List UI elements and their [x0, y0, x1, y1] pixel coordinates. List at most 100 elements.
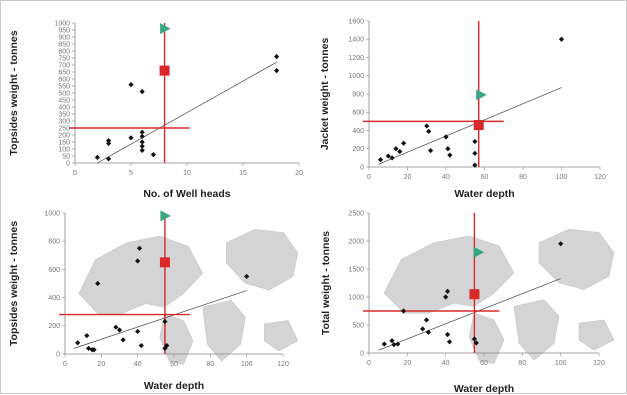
data-point-diamond: [135, 328, 141, 335]
y-tick-label: 1200: [348, 55, 364, 62]
x-tick-label: 40: [442, 360, 450, 367]
y-tick-label: 550: [58, 83, 70, 90]
data-point-diamond: [128, 135, 134, 141]
chart-total-vs-depth: 0 500 1000 1500 2000 2500 0 20 40 60 80 100 120 Water…: [316, 201, 627, 395]
y-tick-label: 200: [352, 146, 364, 153]
x-tick-label: 0: [73, 170, 77, 177]
y-tick-label: 450: [58, 97, 70, 104]
y-tick-label: 600: [352, 110, 364, 117]
y-tick-label: 1500: [348, 266, 364, 273]
data-point-diamond: [443, 134, 449, 140]
y-tick-label: 1000: [348, 294, 364, 301]
data-point-square: [469, 289, 480, 300]
data-point-square: [159, 65, 170, 76]
map-landmass: [226, 228, 299, 291]
chart-1-svg: 0 200 400 600 800 1000 1200 1400 1600 0 20 40 60 80 10…: [319, 18, 606, 200]
data-point-triangle: [476, 89, 487, 101]
y-axis-label: Topsides weight - tonnes: [8, 221, 20, 346]
x-tick-label: 40: [134, 361, 142, 368]
data-point-diamond: [472, 138, 478, 145]
y-tick-label: 0: [56, 351, 60, 358]
chart-topsides-vs-depth: 0 200 400 600 800 1000 0 20 40 60 80 100 120 Water de…: [1, 201, 311, 395]
data-point-diamond: [423, 317, 430, 323]
chart-topsides-vs-wellheads: 0 50 100 150 200 250 300 350 400 450 500 550 600 650 7…: [1, 1, 311, 201]
data-point-diamond: [444, 331, 451, 338]
data-point-diamond: [445, 146, 451, 152]
x-tick-label: 120: [593, 360, 605, 367]
x-axis-label: Water depth: [454, 188, 514, 200]
y-tick-label: 0: [360, 164, 364, 171]
x-tick-label: 100: [555, 360, 567, 367]
data-point-diamond: [106, 140, 112, 146]
x-tick-label: 10: [183, 170, 191, 177]
x-tick-label: 0: [367, 174, 371, 181]
data-point-diamond: [274, 54, 280, 60]
data-point-diamond: [443, 294, 449, 300]
data-point-diamond: [75, 340, 81, 346]
data-point-diamond: [558, 36, 565, 42]
data-point-triangle: [160, 23, 171, 35]
data-point-diamond: [472, 150, 478, 156]
y-tick-label: 800: [352, 91, 364, 98]
data-point-diamond: [472, 162, 478, 168]
y-tick-label: 400: [352, 128, 364, 135]
data-point-diamond: [139, 139, 145, 145]
map-landmass: [468, 312, 505, 364]
data-point-diamond: [84, 333, 90, 339]
x-tick-label: 80: [519, 174, 527, 181]
data-point-diamond: [106, 156, 112, 162]
map-landmass: [513, 299, 560, 361]
x-tick-label: 0: [367, 360, 371, 367]
data-point-diamond: [389, 338, 395, 344]
data-point-diamond: [425, 329, 432, 335]
chart-jacket-vs-depth: 0 200 400 600 800 1000 1200 1400 1600 0 20 40 60 80 10…: [316, 1, 627, 201]
data-point-diamond: [393, 146, 399, 152]
x-tick-label: 20: [295, 170, 303, 177]
data-point-diamond: [94, 154, 100, 160]
y-tick-label: 300: [58, 118, 70, 125]
trend-line: [378, 87, 562, 165]
y-tick-label: 100: [58, 146, 70, 153]
chart-2-svg: 0 200 400 600 800 1000 0 20 40 60 80 100 120 Water de…: [8, 210, 299, 392]
y-tick-label: 1600: [348, 18, 364, 25]
data-point-diamond: [377, 157, 384, 163]
data-point-diamond: [397, 148, 403, 155]
data-point-diamond: [395, 341, 401, 347]
data-point-diamond: [128, 82, 134, 88]
y-tick-label: 400: [48, 295, 60, 302]
map-landmass: [159, 313, 194, 365]
y-tick-label: 600: [48, 267, 60, 274]
y-tick-label: 2500: [348, 210, 364, 217]
data-point-diamond: [400, 308, 407, 314]
x-tick-label: 20: [97, 361, 105, 368]
data-point-square: [159, 257, 170, 268]
trend-line: [378, 278, 561, 351]
y-tick-label: 1000: [54, 20, 70, 27]
y-tick-label: 350: [58, 111, 70, 118]
x-tick-label: 60: [481, 174, 489, 181]
data-point-diamond: [446, 339, 453, 345]
map-landmass: [538, 228, 615, 290]
y-tick-label: 200: [48, 323, 60, 330]
x-tick-label: 20: [404, 174, 412, 181]
data-point-diamond: [426, 128, 432, 135]
data-point-diamond: [139, 129, 145, 135]
map-landmass: [78, 235, 203, 315]
y-tick-label: 400: [58, 104, 70, 111]
map-landmass: [264, 320, 299, 352]
y-tick-label: 600: [58, 76, 70, 83]
x-tick-label: 100: [556, 174, 568, 181]
chart-3-svg: 0 500 1000 1500 2000 2500 0 20 40 60 80 100 120 Water…: [320, 210, 615, 395]
trend-line: [73, 290, 247, 349]
data-point-square: [473, 120, 484, 131]
y-tick-label: 1000: [348, 73, 364, 80]
data-point-diamond: [136, 245, 143, 251]
x-tick-label: 80: [206, 361, 214, 368]
data-point-triangle: [160, 210, 171, 222]
x-tick-label: 120: [594, 174, 606, 181]
x-tick-label: 15: [239, 170, 247, 177]
x-tick-label: 60: [480, 360, 488, 367]
x-tick-label: 120: [277, 361, 289, 368]
x-axis-label: No. of Well heads: [143, 188, 230, 200]
y-axis-label: Jacket weight - tonnes: [319, 38, 331, 151]
